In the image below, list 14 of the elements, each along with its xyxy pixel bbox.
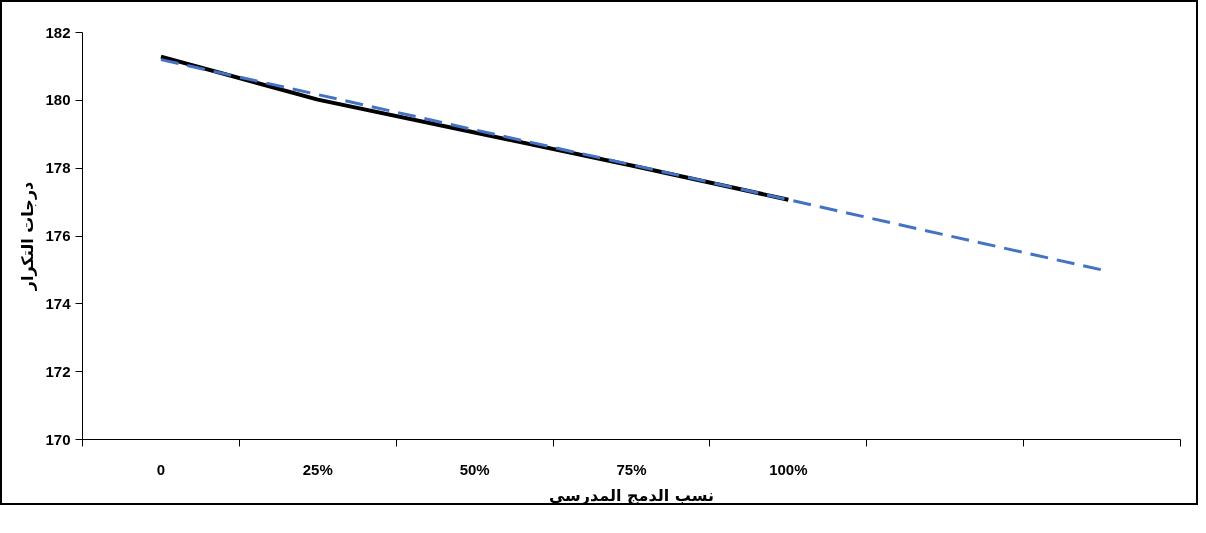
y-tick-label: 178 xyxy=(45,159,71,177)
y-tick-label: 172 xyxy=(45,362,71,380)
line-series xyxy=(159,58,1104,272)
x-tick-label: 100% xyxy=(769,460,808,478)
x-tick-label: 25% xyxy=(302,460,333,478)
y-axis-title: درجات التكرار xyxy=(18,181,38,292)
x-tick-label: 50% xyxy=(459,460,490,478)
x-tick-label: 75% xyxy=(616,460,647,478)
x-tick-label: 0 xyxy=(156,460,166,478)
y-tick-label: 176 xyxy=(45,227,71,244)
y-tick-label: 174 xyxy=(45,294,72,312)
y-tick-label: 180 xyxy=(45,91,71,109)
y-tick-label: 182 xyxy=(45,23,71,41)
y-tick-label: 170 xyxy=(45,430,71,448)
